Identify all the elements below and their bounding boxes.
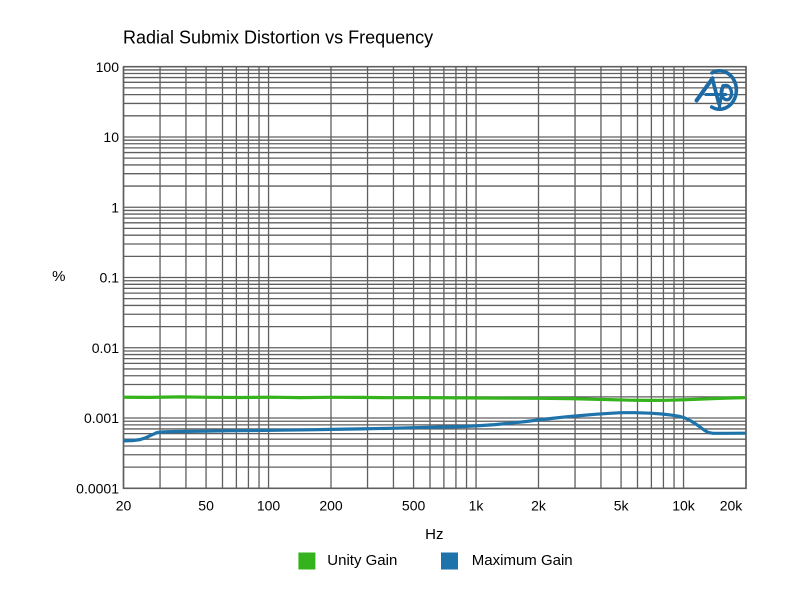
svg-text:20k: 20k (720, 498, 744, 514)
svg-text:10: 10 (103, 129, 119, 145)
svg-text:%: % (52, 268, 65, 285)
svg-text:100: 100 (96, 59, 120, 75)
svg-text:10k: 10k (672, 498, 696, 514)
svg-text:50: 50 (198, 498, 214, 514)
svg-text:0.01: 0.01 (92, 340, 119, 356)
svg-text:1k: 1k (469, 498, 485, 514)
svg-text:100: 100 (257, 498, 281, 514)
svg-text:20: 20 (116, 498, 132, 514)
svg-text:5k: 5k (614, 498, 630, 514)
svg-text:1: 1 (111, 199, 119, 215)
svg-text:2k: 2k (531, 498, 547, 514)
svg-text:500: 500 (402, 498, 426, 514)
svg-text:Radial Submix Distortion vs Fr: Radial Submix Distortion vs Frequency (123, 28, 433, 48)
svg-text:Hz: Hz (425, 526, 443, 543)
svg-text:0.1: 0.1 (100, 270, 120, 286)
svg-text:200: 200 (319, 498, 343, 514)
svg-text:0.0001: 0.0001 (76, 480, 119, 496)
svg-text:0.001: 0.001 (84, 410, 119, 426)
svg-text:Maximum Gain: Maximum Gain (472, 552, 573, 569)
svg-text:Unity Gain: Unity Gain (327, 552, 397, 569)
